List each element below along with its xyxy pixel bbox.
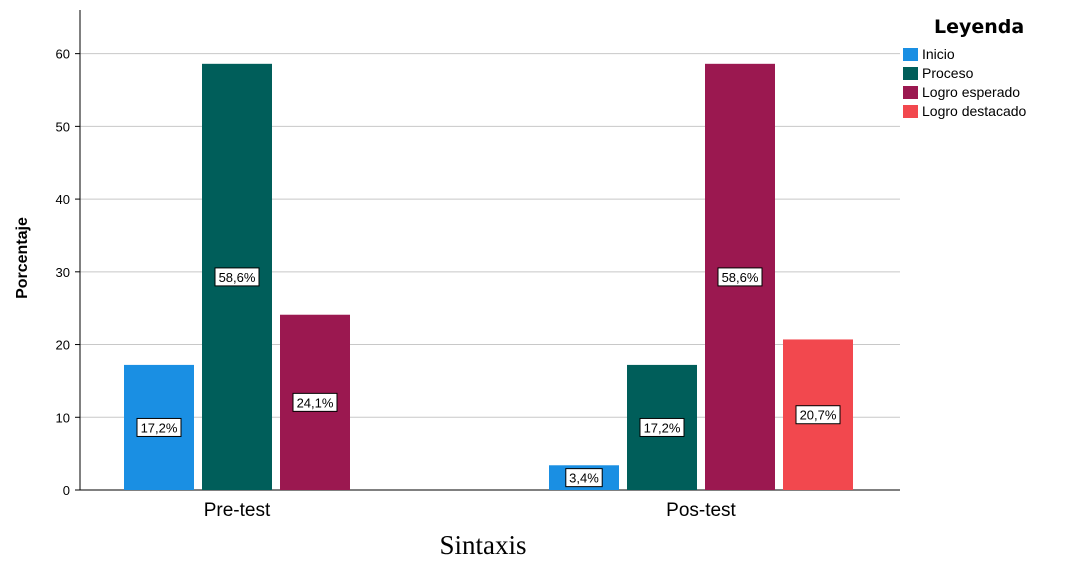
legend-item: Proceso: [922, 65, 974, 81]
y-tick-label: 40: [56, 192, 70, 207]
y-ticks: 0 10 20 30 40 50 60: [56, 47, 80, 498]
data-label-box: [639, 417, 685, 437]
y-tick-label: 20: [56, 338, 70, 353]
y-tick-label: 10: [56, 410, 70, 425]
legend: Leyenda Inicio Proceso Logro esperado Logro…: [903, 16, 1027, 119]
legend-swatch: [903, 86, 918, 99]
y-axis-label: Porcentaje: [14, 217, 31, 299]
data-label: 20,7%: [800, 408, 837, 423]
legend-item: Logro esperado: [922, 84, 1020, 100]
data-label: 3,4%: [569, 471, 599, 486]
category-label: Pos-test: [666, 500, 736, 521]
y-tick-label: 0: [63, 483, 70, 498]
data-label-box: [214, 267, 260, 287]
legend-swatch: [903, 67, 918, 80]
data-labels: 17,2% 58,6% 24,1% 3,4% 17,2% 58,6% 20,7%: [136, 267, 841, 488]
category-labels: Pre-test Pos-test: [204, 500, 737, 521]
data-label: 17,2%: [644, 420, 681, 435]
legend-item: Inicio: [922, 46, 955, 62]
legend-swatch: [903, 48, 918, 61]
y-tick-label: 60: [56, 47, 70, 62]
y-tick-label: 50: [56, 119, 70, 134]
chart-title: Sintaxis: [439, 530, 526, 560]
data-label-box: [292, 392, 338, 412]
data-label-box: [136, 417, 182, 437]
y-tick-label: 30: [56, 265, 70, 280]
data-label-box: [795, 405, 841, 425]
legend-item: Logro destacado: [922, 103, 1027, 119]
category-label: Pre-test: [204, 500, 271, 521]
data-label-box: [565, 468, 603, 488]
data-label-box: [717, 267, 763, 287]
legend-swatch: [903, 105, 918, 118]
data-label: 58,6%: [219, 270, 256, 285]
data-label: 58,6%: [722, 270, 759, 285]
data-label: 17,2%: [141, 420, 178, 435]
data-label: 24,1%: [297, 395, 334, 410]
bars: [124, 63, 853, 491]
legend-title: Leyenda: [934, 16, 1024, 38]
